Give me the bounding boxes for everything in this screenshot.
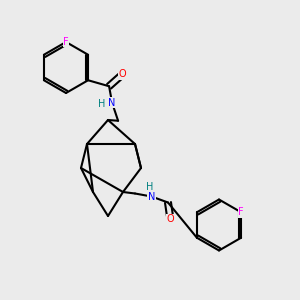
Text: H: H [98,99,105,109]
Text: O: O [119,69,126,79]
Text: O: O [167,214,174,224]
Text: N: N [108,98,116,108]
Text: F: F [63,37,69,47]
Text: F: F [238,207,244,217]
Text: N: N [148,191,155,202]
Text: H: H [146,182,154,192]
